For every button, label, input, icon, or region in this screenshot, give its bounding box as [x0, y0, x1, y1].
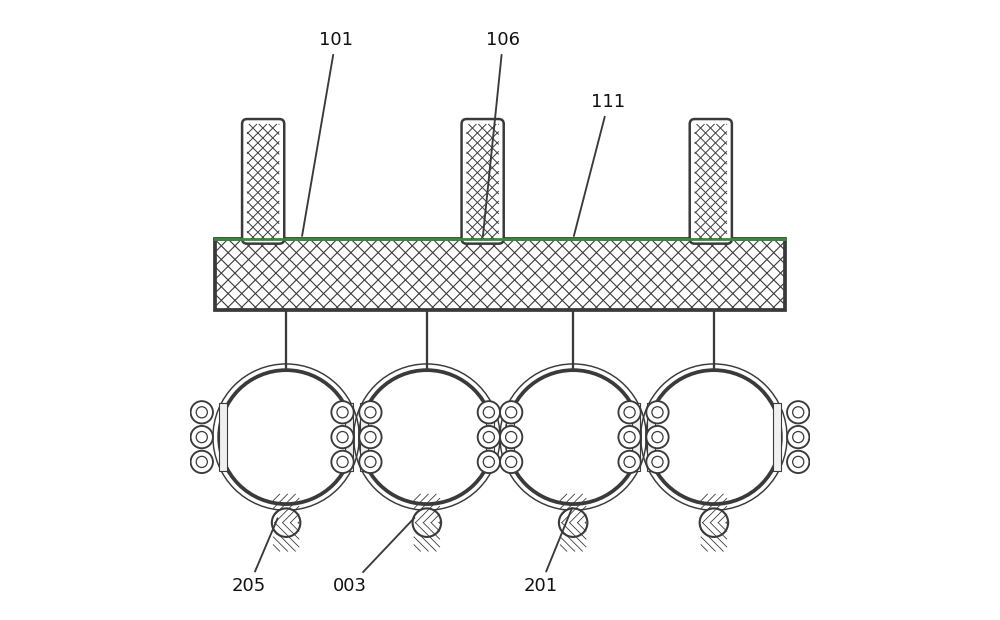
Circle shape — [337, 432, 348, 443]
Circle shape — [618, 451, 641, 473]
Circle shape — [624, 432, 635, 443]
Circle shape — [506, 370, 640, 504]
Circle shape — [793, 432, 804, 443]
Circle shape — [700, 508, 728, 537]
Circle shape — [618, 426, 641, 448]
Circle shape — [652, 456, 663, 467]
FancyBboxPatch shape — [690, 119, 732, 244]
Circle shape — [483, 407, 494, 418]
Circle shape — [191, 426, 213, 448]
Circle shape — [506, 432, 517, 443]
Circle shape — [272, 508, 300, 537]
Circle shape — [337, 407, 348, 418]
Circle shape — [219, 370, 353, 504]
Circle shape — [191, 401, 213, 423]
Circle shape — [196, 456, 207, 467]
Circle shape — [624, 407, 635, 418]
Circle shape — [787, 451, 809, 473]
Circle shape — [359, 401, 382, 423]
Circle shape — [359, 426, 382, 448]
Circle shape — [365, 432, 376, 443]
Circle shape — [652, 432, 663, 443]
FancyBboxPatch shape — [242, 119, 284, 244]
Circle shape — [652, 407, 663, 418]
Circle shape — [793, 456, 804, 467]
Circle shape — [191, 451, 213, 473]
Circle shape — [624, 456, 635, 467]
Circle shape — [331, 426, 354, 448]
Circle shape — [359, 451, 382, 473]
Bar — [486, 403, 494, 471]
Circle shape — [483, 432, 494, 443]
Text: 205: 205 — [232, 518, 278, 595]
Circle shape — [196, 432, 207, 443]
Bar — [215, 239, 785, 310]
Circle shape — [618, 401, 641, 423]
Text: 101: 101 — [302, 31, 353, 236]
Circle shape — [478, 401, 500, 423]
Bar — [219, 403, 227, 471]
Bar — [360, 403, 368, 471]
Circle shape — [793, 407, 804, 418]
Circle shape — [478, 426, 500, 448]
Bar — [506, 403, 514, 471]
Circle shape — [196, 407, 207, 418]
Circle shape — [365, 456, 376, 467]
Circle shape — [559, 508, 587, 537]
Circle shape — [360, 370, 494, 504]
Bar — [773, 403, 781, 471]
Circle shape — [500, 451, 522, 473]
FancyBboxPatch shape — [462, 119, 504, 244]
Circle shape — [787, 401, 809, 423]
Circle shape — [413, 508, 441, 537]
Circle shape — [337, 456, 348, 467]
Circle shape — [478, 451, 500, 473]
Circle shape — [483, 456, 494, 467]
Bar — [632, 403, 640, 471]
Circle shape — [365, 407, 376, 418]
Circle shape — [506, 407, 517, 418]
Circle shape — [506, 456, 517, 467]
Circle shape — [646, 426, 669, 448]
Text: 106: 106 — [483, 31, 520, 236]
Circle shape — [647, 370, 781, 504]
Text: 003: 003 — [333, 518, 414, 595]
Circle shape — [331, 401, 354, 423]
Text: 111: 111 — [574, 93, 626, 236]
Circle shape — [331, 451, 354, 473]
Circle shape — [787, 426, 809, 448]
Circle shape — [646, 401, 669, 423]
Circle shape — [646, 451, 669, 473]
Circle shape — [500, 401, 522, 423]
Bar — [345, 403, 353, 471]
Text: 201: 201 — [523, 508, 572, 595]
Bar — [647, 403, 655, 471]
Circle shape — [500, 426, 522, 448]
